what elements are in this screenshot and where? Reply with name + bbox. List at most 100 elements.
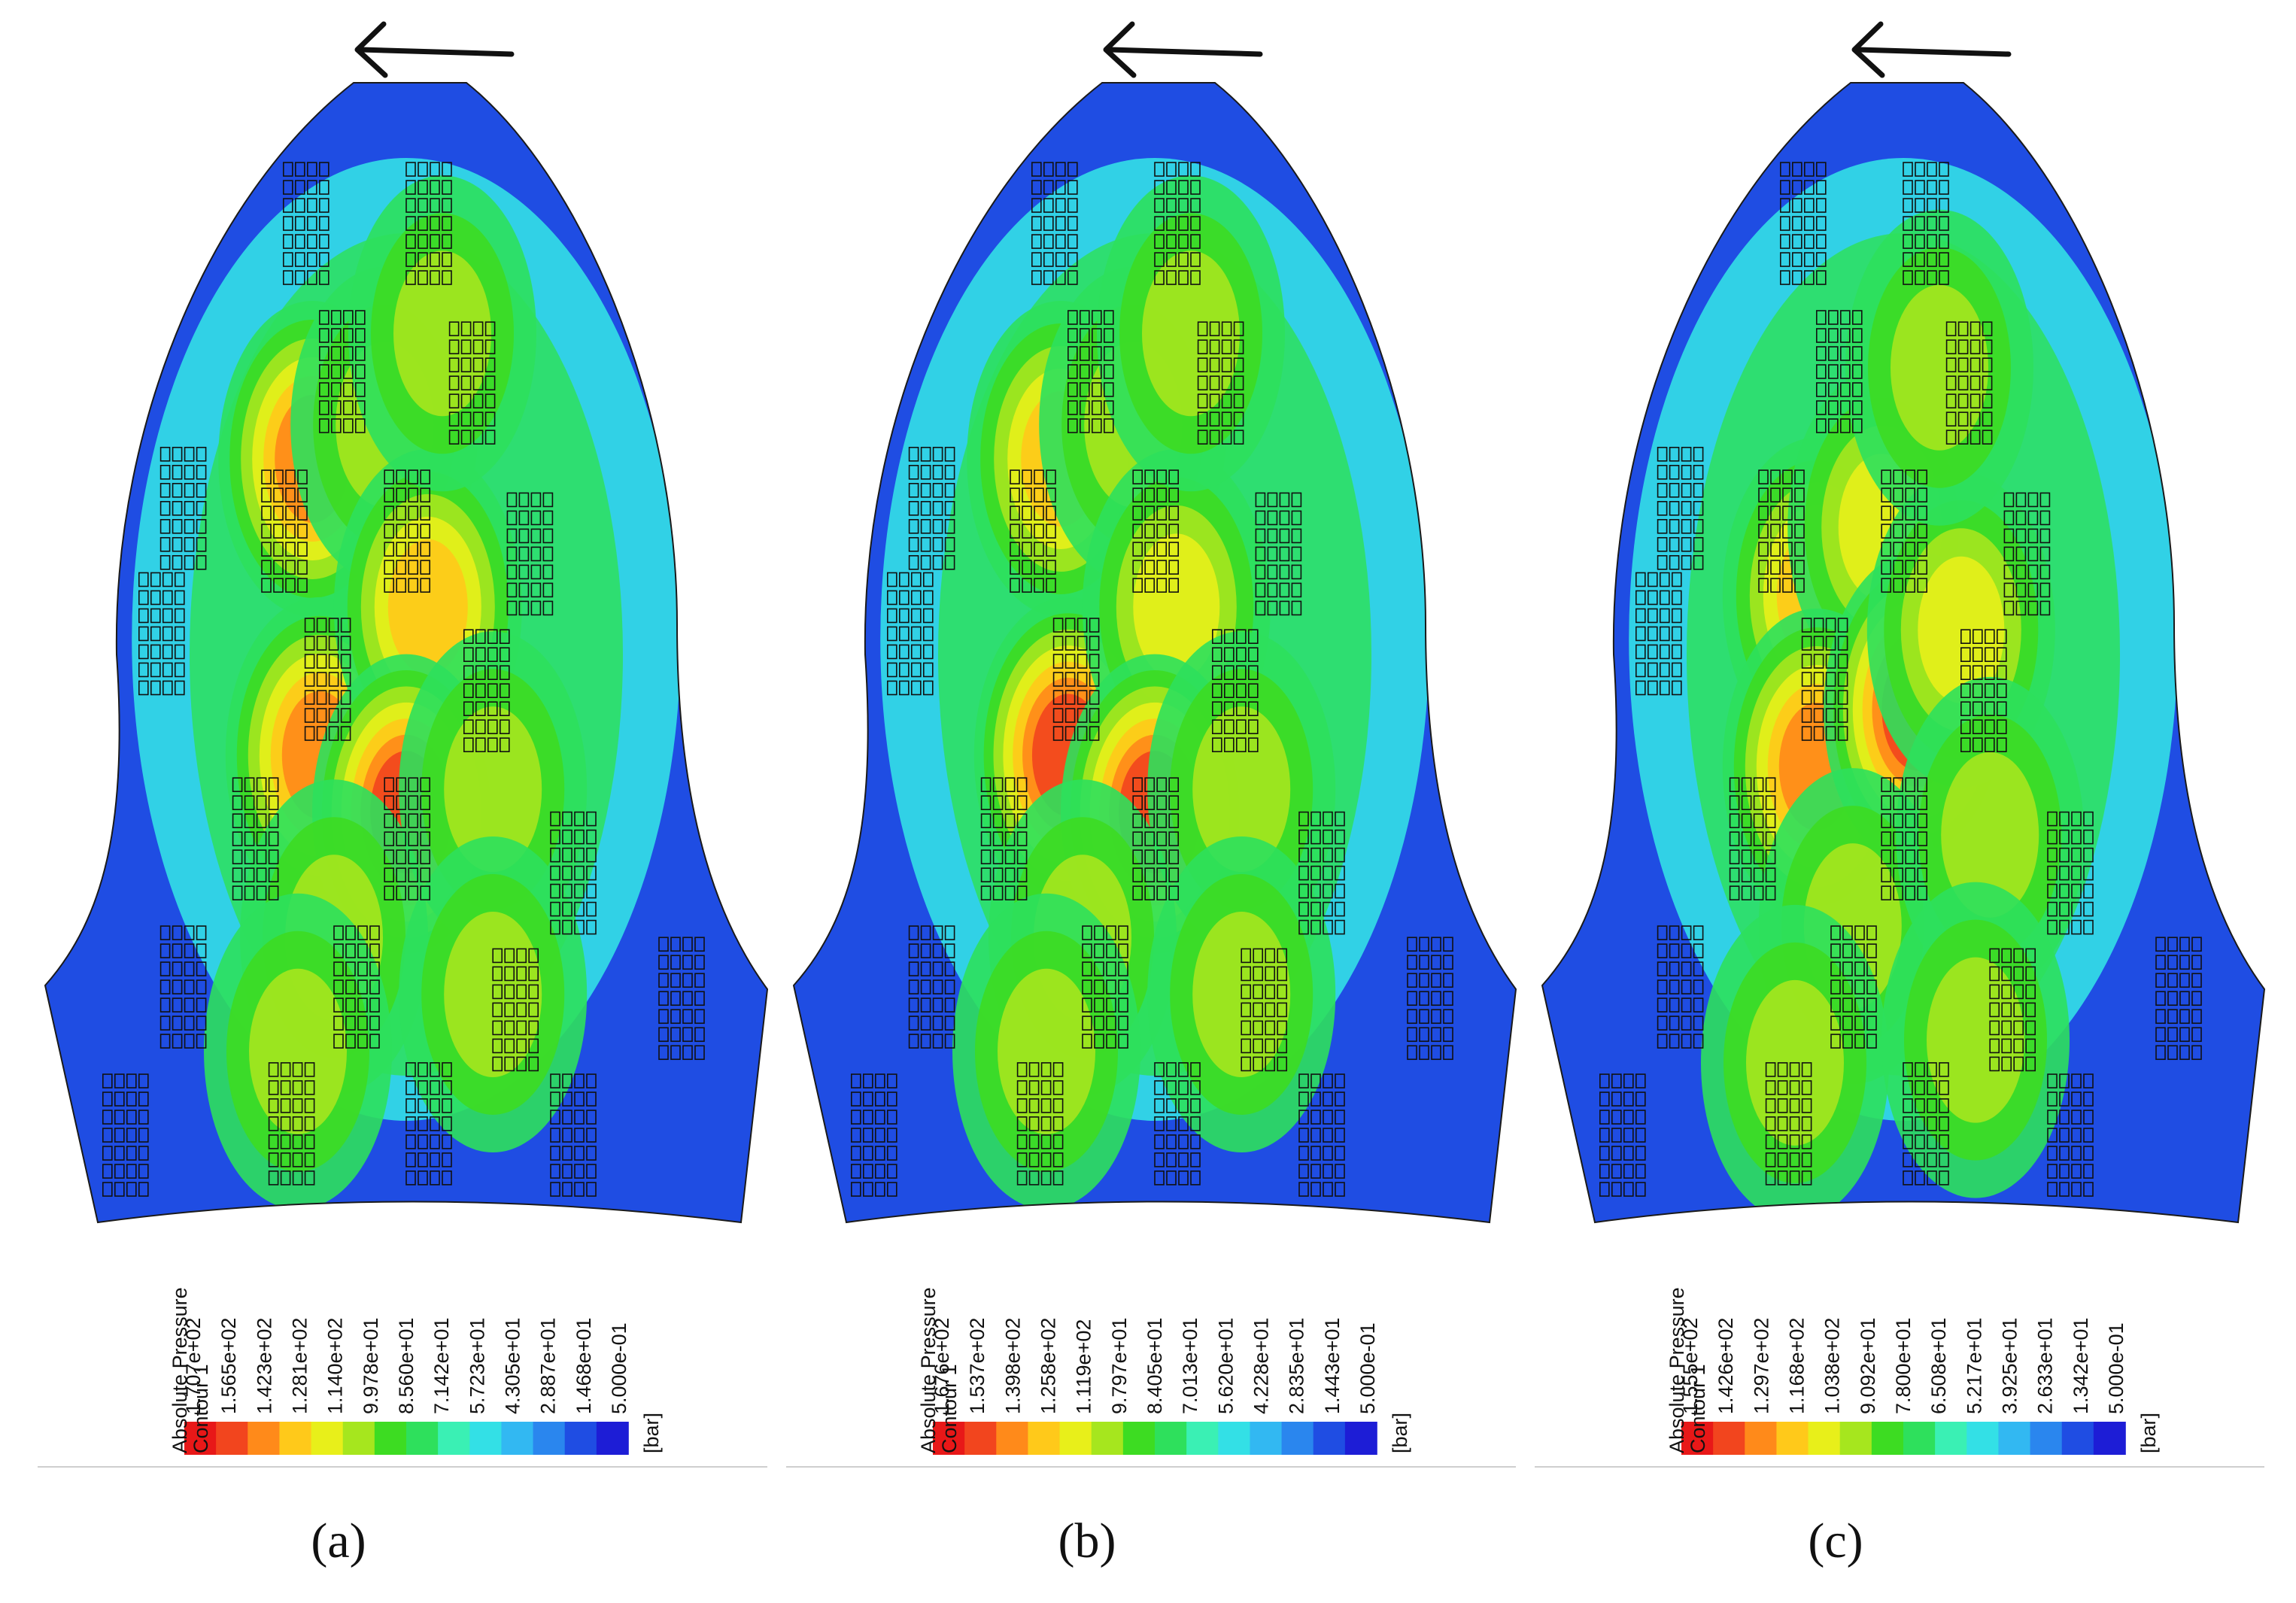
pad-block xyxy=(550,811,597,935)
colorbar-swatch xyxy=(342,1422,375,1455)
pad-block xyxy=(268,1062,315,1186)
pad-block xyxy=(384,777,431,900)
colorbar-swatch xyxy=(1808,1422,1841,1455)
panel-caption: (c) xyxy=(1808,1513,1863,1568)
pad-block xyxy=(1765,1062,1812,1186)
pad-block xyxy=(1154,162,1201,285)
colorbar-swatch xyxy=(469,1422,503,1455)
colorbar-tick-label: 1.140e+02 xyxy=(324,1318,347,1414)
pad-block xyxy=(1881,777,1927,900)
colorbar-swatch xyxy=(1091,1422,1124,1455)
pad-block xyxy=(463,629,510,753)
pad-block xyxy=(2047,1073,2094,1197)
pad-block xyxy=(1068,310,1114,433)
colorbar-tick-label: 6.508e+01 xyxy=(1927,1318,1950,1414)
pad-block xyxy=(333,925,380,1049)
colorbar-tick-label: 1.565e+02 xyxy=(217,1318,240,1414)
colorbar: 1.555e+02 1.426e+02 1.297e+02 1.168e+02 1.03… xyxy=(1535,1287,2264,1468)
pressure-hotspot xyxy=(998,968,1095,1134)
pressure-hotspot xyxy=(1142,250,1240,417)
pad-block xyxy=(1903,162,1949,285)
colorbar-subtitle: Contour 1 xyxy=(938,1364,961,1453)
pressure-hotspot xyxy=(387,539,468,675)
colorbar-swatch xyxy=(1871,1422,1904,1455)
pad-block xyxy=(261,469,308,593)
colorbar-swatch xyxy=(1935,1422,1968,1455)
pressure-hotspot xyxy=(1941,751,2039,918)
pad-block xyxy=(159,446,207,570)
colorbar-unit: [bar] xyxy=(640,1413,663,1453)
colorbar-swatch xyxy=(933,1422,965,1455)
pad-block xyxy=(1903,1062,1949,1186)
pressure-hotspot xyxy=(444,706,542,873)
pad-block xyxy=(159,925,207,1049)
colorbar-tick-label: 4.305e+01 xyxy=(502,1318,524,1414)
colorbar-tick-label: 9.978e+01 xyxy=(360,1318,382,1414)
colorbar-swatch xyxy=(564,1422,597,1455)
colorbar-tick-label: 2.633e+01 xyxy=(2034,1318,2057,1414)
colorbar-swatch xyxy=(1839,1422,1872,1455)
contour-panel-a: 1.707e+02 1.565e+02 1.423e+02 1.281e+02 1.14… xyxy=(38,21,769,1568)
pad-block xyxy=(1255,492,1302,616)
colorbar-swatch xyxy=(1966,1422,2000,1455)
colorbar-tick-label: 2.835e+01 xyxy=(1286,1318,1308,1414)
colorbar-tick-label: 1.281e+02 xyxy=(289,1318,311,1414)
pad-block xyxy=(1154,1062,1201,1186)
rotation-arrow-icon xyxy=(1851,21,2012,78)
pad-block xyxy=(1657,925,1704,1049)
pad-block xyxy=(1801,618,1848,741)
pressure-hotspot xyxy=(393,250,491,417)
pad-block xyxy=(138,572,185,696)
colorbar-tick-label: 9.797e+01 xyxy=(1108,1318,1131,1414)
pad-block xyxy=(550,1073,597,1197)
colorbar-title: Absolute Pressure xyxy=(1666,1287,1688,1453)
colorbar-swatch xyxy=(1998,1422,2031,1455)
pad-block xyxy=(1052,618,1100,741)
pad-block xyxy=(908,925,955,1049)
pad-block xyxy=(1989,948,2036,1072)
pad-block xyxy=(405,162,452,285)
colorbar-swatch xyxy=(1218,1422,1251,1455)
pad-block xyxy=(492,948,539,1072)
colorbar-tick-label: 3.925e+01 xyxy=(1999,1318,2021,1414)
pressure-hotspot xyxy=(1927,957,2024,1123)
pad-block xyxy=(1010,469,1056,593)
colorbar-subtitle: Contour 1 xyxy=(190,1364,212,1453)
rotation-arrow-icon xyxy=(354,21,515,78)
colorbar-subtitle: Contour 1 xyxy=(1687,1364,1709,1453)
pad-block xyxy=(658,937,705,1061)
panel-caption: (b) xyxy=(1058,1513,1116,1568)
pad-block xyxy=(1960,629,2007,753)
colorbar-swatch xyxy=(1903,1422,1936,1455)
colorbar-tick-label: 1.258e+02 xyxy=(1037,1318,1060,1414)
colorbar-tick-label: 7.013e+01 xyxy=(1179,1318,1201,1414)
pad-block xyxy=(318,310,366,433)
colorbar-swatch xyxy=(1713,1422,1746,1455)
rotation-arrow-icon xyxy=(1103,21,1263,78)
colorbar-swatch xyxy=(501,1422,534,1455)
colorbar-tick-label: 1.468e+01 xyxy=(572,1318,595,1414)
colorbar-tick-label: 5.000e-01 xyxy=(608,1322,630,1414)
colorbar-swatch xyxy=(1776,1422,1809,1455)
pad-block xyxy=(851,1073,897,1197)
pad-block xyxy=(1016,1062,1064,1186)
pad-block xyxy=(448,321,496,445)
colorbar: 1.676e+02 1.537e+02 1.398e+02 1.258e+02 1.11… xyxy=(786,1287,1516,1468)
colorbar-swatch xyxy=(1122,1422,1156,1455)
colorbar-tick-label: 1.707e+02 xyxy=(182,1318,205,1414)
colorbar-swatch xyxy=(374,1422,407,1455)
colorbar-swatch xyxy=(406,1422,439,1455)
panel-caption: (a) xyxy=(311,1513,366,1568)
pad-block xyxy=(1945,321,1993,445)
colorbar-swatch xyxy=(1059,1422,1092,1455)
colorbar-swatch xyxy=(2093,1422,2126,1455)
colorbar-tick-label: 1.398e+02 xyxy=(1001,1318,1024,1414)
pad-block xyxy=(1635,572,1682,696)
colorbar-tick-label: 1.119e+02 xyxy=(1073,1319,1095,1414)
colorbar-tick-label: 7.142e+01 xyxy=(430,1318,453,1414)
colorbar-tick-label: 1.555e+02 xyxy=(1679,1318,1702,1414)
pad-block xyxy=(1132,777,1179,900)
pad-block xyxy=(102,1073,149,1197)
pad-block xyxy=(1298,1073,1345,1197)
colorbar-unit: [bar] xyxy=(1389,1413,1411,1453)
